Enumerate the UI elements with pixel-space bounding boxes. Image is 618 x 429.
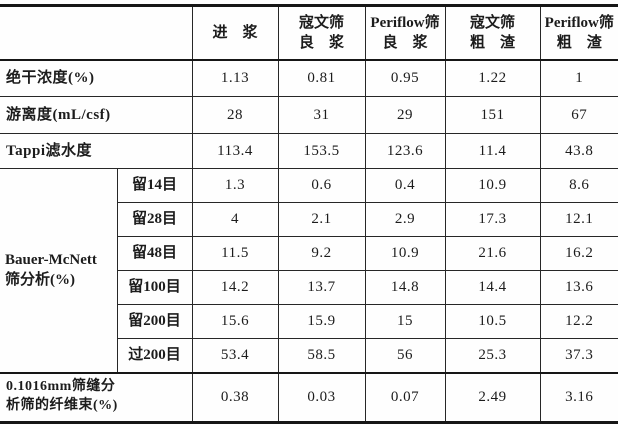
sub-row-label-retained-14-mesh: 留14目 xyxy=(116,168,193,203)
value-cell: 31 xyxy=(277,96,366,134)
value-cell: 0.4 xyxy=(364,168,446,203)
value-cell: 67 xyxy=(539,96,618,134)
col-header-periflow-screen-rejects: Periflow筛 粗 渣 xyxy=(539,5,618,61)
value-cell: 13.6 xyxy=(539,270,618,305)
value-cell: 0.6 xyxy=(277,168,366,203)
value-cell: 37.3 xyxy=(539,338,618,373)
value-cell: 151 xyxy=(444,96,541,134)
value-cell: 21.6 xyxy=(444,236,541,271)
value-cell: 2.9 xyxy=(364,202,446,237)
corner-cell xyxy=(0,5,193,61)
row-label-fiber-bundles-slot-screen: 0.1016mm筛缝分 析筛的纤维束(%) xyxy=(0,371,193,423)
value-cell: 0.95 xyxy=(364,59,446,97)
value-cell: 14.4 xyxy=(444,270,541,305)
value-cell: 28 xyxy=(191,96,279,134)
value-cell: 12.1 xyxy=(539,202,618,237)
value-cell: 10.5 xyxy=(444,304,541,339)
sub-row-label-passing-200-mesh: 过200目 xyxy=(117,338,193,373)
col-header-feed-pulp: 进 浆 xyxy=(191,5,279,61)
value-cell: 153.5 xyxy=(277,133,366,169)
value-cell: 2.49 xyxy=(444,371,541,423)
value-cell: 0.03 xyxy=(277,371,366,423)
value-cell: 43.8 xyxy=(539,133,618,169)
pulp-screening-analysis-table: 进 浆 寇文筛 良 浆 Periflow筛 良 浆 寇文筛 粗 渣 Perifl… xyxy=(0,4,618,424)
table-row: 绝干浓度(%) 1.13 0.81 0.95 1.22 1 xyxy=(0,59,618,97)
row-label-dry-consistency: 绝干浓度(%) xyxy=(0,59,193,97)
value-cell: 3.16 xyxy=(539,371,618,423)
value-cell: 53.4 xyxy=(191,338,279,373)
value-cell: 14.8 xyxy=(364,270,446,305)
value-cell: 12.2 xyxy=(539,304,618,339)
table-row: 留100目 14.2 13.7 14.8 14.4 13.6 xyxy=(0,270,618,305)
col-header-cowan-screen-rejects: 寇文筛 粗 渣 xyxy=(444,5,541,61)
value-cell: 56 xyxy=(364,338,446,373)
value-cell: 123.6 xyxy=(364,133,446,169)
col-header-periflow-screen-accepts: Periflow筛 良 浆 xyxy=(364,5,446,61)
col-header-cowan-screen-accepts: 寇文筛 良 浆 xyxy=(277,5,366,61)
table-row: 游离度(mL/csf) 28 31 29 151 67 xyxy=(0,96,618,134)
row-label-tappi-drainage: Tappi滤水度 xyxy=(0,133,193,169)
value-cell: 11.4 xyxy=(444,133,541,169)
value-cell: 2.1 xyxy=(277,202,366,237)
table-row: 留48目 11.5 9.2 10.9 21.6 16.2 xyxy=(0,236,618,271)
value-cell: 16.2 xyxy=(539,236,618,271)
value-cell: 1.13 xyxy=(191,59,279,97)
value-cell: 1 xyxy=(539,59,618,97)
row-label-bauer-mcnett-analysis: Bauer-McNett 筛分析(%) xyxy=(0,168,118,373)
value-cell: 4 xyxy=(191,202,279,237)
value-cell: 0.07 xyxy=(364,371,446,423)
value-cell: 15.9 xyxy=(277,304,366,339)
row-label-freeness: 游离度(mL/csf) xyxy=(0,96,193,134)
value-cell: 10.9 xyxy=(444,168,541,203)
value-cell: 9.2 xyxy=(277,236,366,271)
table-row: Bauer-McNett 筛分析(%) 留14目 1.3 0.6 0.4 10.… xyxy=(0,168,618,373)
value-cell: 11.5 xyxy=(191,236,279,271)
value-cell: 14.2 xyxy=(191,270,279,305)
value-cell: 1.3 xyxy=(191,168,279,203)
value-cell: 17.3 xyxy=(444,202,541,237)
value-cell: 58.5 xyxy=(277,338,366,373)
value-cell: 10.9 xyxy=(364,236,446,271)
value-cell: 15 xyxy=(364,304,446,339)
value-cell: 8.6 xyxy=(539,168,618,203)
sub-row-label-retained-48-mesh: 留48目 xyxy=(117,236,193,271)
value-cell: 25.3 xyxy=(444,338,541,373)
header-row: 进 浆 寇文筛 良 浆 Periflow筛 良 浆 寇文筛 粗 渣 Perifl… xyxy=(0,5,618,61)
value-cell: 113.4 xyxy=(191,133,279,169)
value-cell: 0.38 xyxy=(191,371,279,423)
sub-row-label-retained-200-mesh: 留200目 xyxy=(117,304,193,339)
table-row: 0.1016mm筛缝分 析筛的纤维束(%) 0.38 0.03 0.07 2.4… xyxy=(0,371,618,423)
value-cell: 1.22 xyxy=(444,59,541,97)
sub-row-label-retained-100-mesh: 留100目 xyxy=(117,270,193,305)
sub-row-label-retained-28-mesh: 留28目 xyxy=(117,202,193,237)
value-cell: 29 xyxy=(364,96,446,134)
table-row: Tappi滤水度 113.4 153.5 123.6 11.4 43.8 xyxy=(0,133,618,169)
value-cell: 15.6 xyxy=(191,304,279,339)
value-cell: 13.7 xyxy=(277,270,366,305)
value-cell: 0.81 xyxy=(277,59,366,97)
